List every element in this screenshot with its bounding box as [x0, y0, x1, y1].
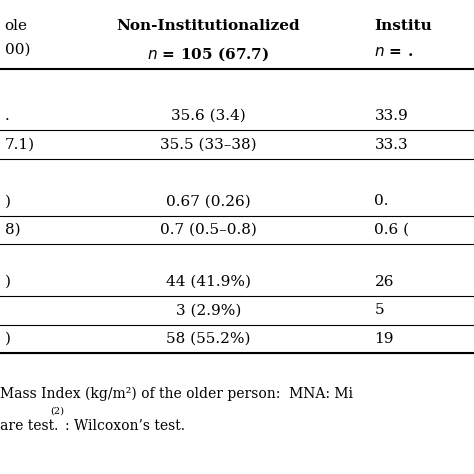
Text: ole: ole	[5, 19, 28, 33]
Text: 58 (55.2%): 58 (55.2%)	[166, 332, 251, 346]
Text: ): )	[5, 332, 11, 346]
Text: Non-Institutionalized: Non-Institutionalized	[117, 19, 301, 33]
Text: 0.7 (0.5–0.8): 0.7 (0.5–0.8)	[160, 223, 257, 237]
Text: 7.1): 7.1)	[5, 137, 35, 152]
Text: (2): (2)	[51, 406, 65, 415]
Text: Mass Index (kg/m²) of the older person:  MNA: Mi: Mass Index (kg/m²) of the older person: …	[0, 386, 353, 401]
Text: 44 (41.9%): 44 (41.9%)	[166, 275, 251, 289]
Text: 00): 00)	[5, 43, 30, 57]
Text: : Wilcoxon’s test.: : Wilcoxon’s test.	[65, 419, 185, 434]
Text: 19: 19	[374, 332, 394, 346]
Text: ): )	[5, 275, 11, 289]
Text: .: .	[5, 109, 9, 123]
Text: 8): 8)	[5, 223, 20, 237]
Text: 35.6 (3.4): 35.6 (3.4)	[171, 109, 246, 123]
Text: 33.3: 33.3	[374, 137, 408, 152]
Text: are test.: are test.	[0, 419, 63, 434]
Text: 0.: 0.	[374, 194, 389, 209]
Text: 3 (2.9%): 3 (2.9%)	[176, 303, 241, 318]
Text: Institu: Institu	[374, 19, 432, 33]
Text: 35.5 (33–38): 35.5 (33–38)	[160, 137, 257, 152]
Text: 5: 5	[374, 303, 384, 318]
Text: 26: 26	[374, 275, 394, 289]
Text: 33.9: 33.9	[374, 109, 408, 123]
Text: $\it{n}$ = 105 (67.7): $\it{n}$ = 105 (67.7)	[147, 45, 270, 63]
Text: 0.6 (: 0.6 (	[374, 223, 410, 237]
Text: 0.67 (0.26): 0.67 (0.26)	[166, 194, 251, 209]
Text: $\it{n}$ = .: $\it{n}$ = .	[374, 45, 414, 59]
Text: ): )	[5, 194, 11, 209]
